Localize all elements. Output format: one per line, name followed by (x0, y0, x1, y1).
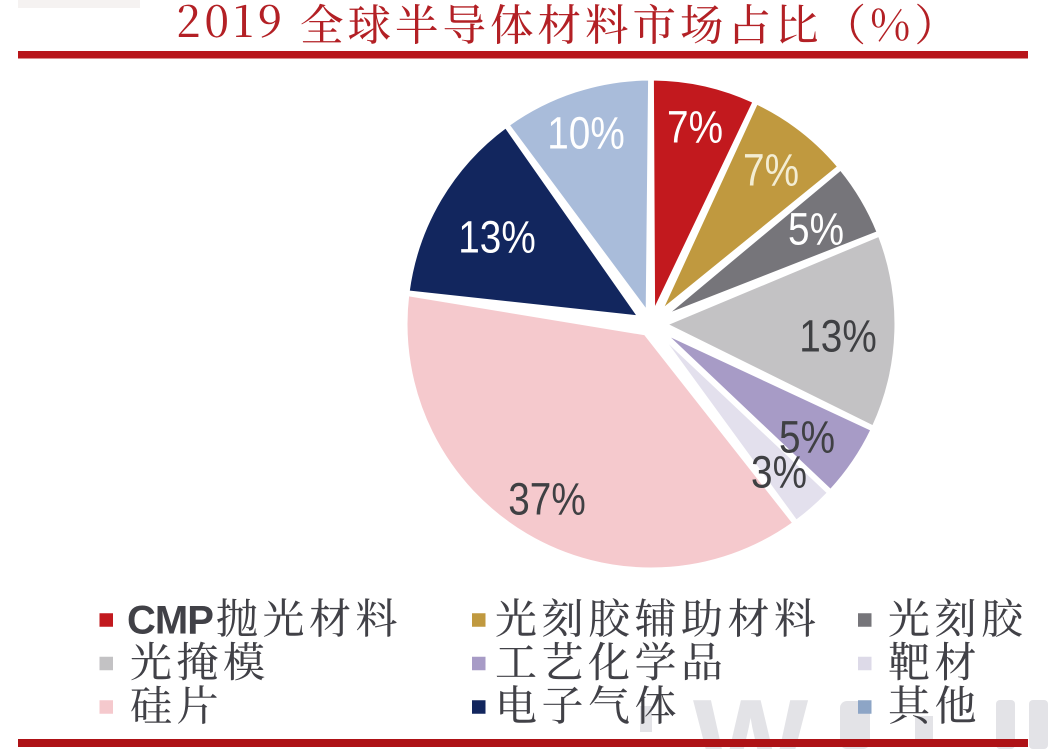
svg-text:5%: 5% (779, 412, 835, 462)
svg-text:3%: 3% (751, 447, 807, 497)
svg-text:13%: 13% (799, 311, 876, 361)
svg-text:5%: 5% (788, 204, 844, 254)
svg-text:13%: 13% (458, 212, 535, 262)
svg-text:W: W (693, 674, 809, 749)
svg-text:7%: 7% (667, 102, 723, 152)
svg-text:10%: 10% (547, 108, 624, 158)
svg-text:CMP: CMP (127, 599, 213, 643)
svg-text:37%: 37% (508, 474, 585, 524)
svg-text:7%: 7% (743, 145, 799, 195)
